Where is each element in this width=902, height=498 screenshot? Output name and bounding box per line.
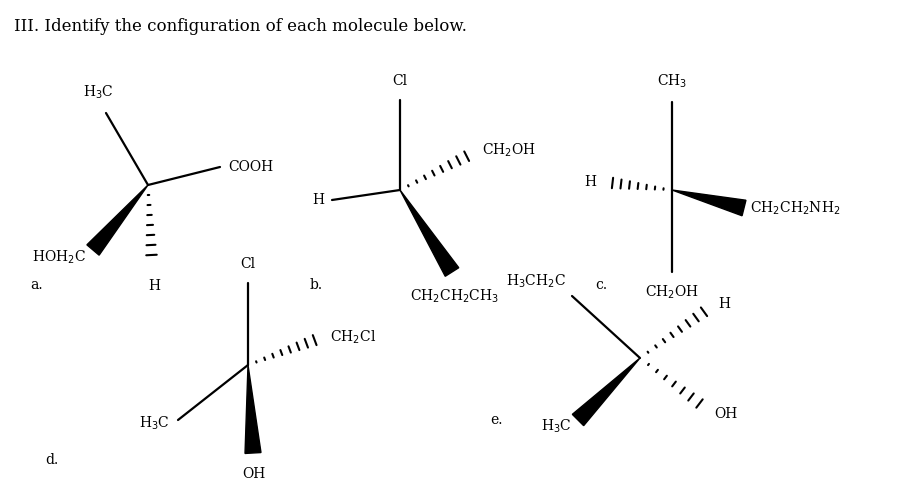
- Text: CH$_2$CH$_2$CH$_3$: CH$_2$CH$_2$CH$_3$: [410, 288, 500, 305]
- Text: b.: b.: [310, 278, 323, 292]
- Text: H$_3$CH$_2$C: H$_3$CH$_2$C: [506, 272, 566, 290]
- Text: H: H: [584, 175, 596, 189]
- Text: OH: OH: [243, 467, 265, 481]
- Text: CH$_2$CH$_2$NH$_2$: CH$_2$CH$_2$NH$_2$: [750, 199, 841, 217]
- Polygon shape: [400, 190, 459, 276]
- Text: III. Identify the configuration of each molecule below.: III. Identify the configuration of each …: [14, 18, 467, 35]
- Polygon shape: [573, 358, 640, 426]
- Text: e.: e.: [490, 413, 502, 427]
- Text: H: H: [312, 193, 324, 207]
- Text: a.: a.: [30, 278, 42, 292]
- Text: H$_3$C: H$_3$C: [83, 84, 114, 101]
- Text: d.: d.: [45, 453, 59, 467]
- Text: CH$_2$Cl: CH$_2$Cl: [330, 328, 376, 346]
- Text: OH: OH: [714, 407, 737, 421]
- Text: CH$_2$OH: CH$_2$OH: [645, 284, 699, 301]
- Text: COOH: COOH: [228, 160, 273, 174]
- Text: H$_3$C: H$_3$C: [140, 414, 170, 432]
- Text: CH$_3$: CH$_3$: [657, 73, 687, 90]
- Polygon shape: [245, 365, 261, 454]
- Text: H$_3$C: H$_3$C: [541, 417, 572, 435]
- Text: Cl: Cl: [241, 257, 255, 271]
- Text: c.: c.: [595, 278, 607, 292]
- Text: H: H: [148, 279, 160, 293]
- Text: HOH$_2$C: HOH$_2$C: [32, 249, 86, 266]
- Text: CH$_2$OH: CH$_2$OH: [482, 141, 536, 159]
- Text: H: H: [718, 297, 730, 311]
- Polygon shape: [87, 185, 148, 255]
- Text: Cl: Cl: [392, 74, 408, 88]
- Polygon shape: [672, 190, 746, 216]
